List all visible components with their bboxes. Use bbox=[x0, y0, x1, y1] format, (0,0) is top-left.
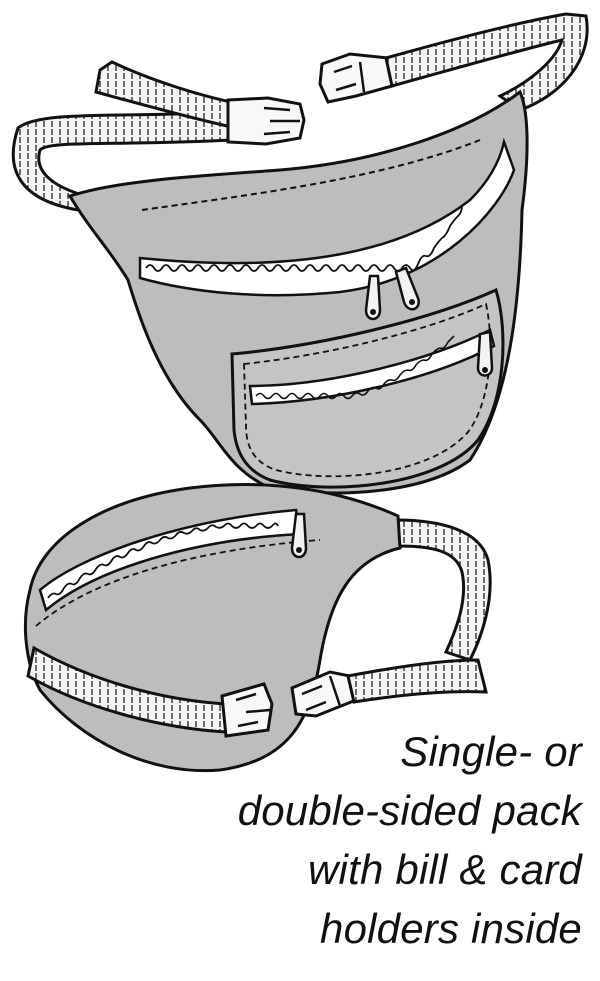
caption-line: holders inside bbox=[320, 905, 582, 952]
product-caption: Single- or double-sided pack with bill &… bbox=[22, 722, 582, 958]
top-pack bbox=[11, 12, 589, 495]
top-right-strap bbox=[384, 12, 589, 112]
bottom-right-strap bbox=[394, 518, 492, 662]
bottom-zipper-seam bbox=[35, 539, 321, 627]
bottom-left-buckle bbox=[220, 682, 274, 738]
top-right-buckle bbox=[318, 52, 394, 104]
top-main-zipper-pulls bbox=[364, 266, 420, 321]
top-left-buckle bbox=[226, 96, 306, 146]
top-pocket-zipper bbox=[248, 328, 496, 406]
bottom-pack bbox=[23, 483, 492, 773]
top-front-pocket-seam bbox=[243, 302, 492, 478]
caption-line: with bill & card bbox=[308, 846, 582, 893]
top-main-zipper-teeth bbox=[145, 205, 463, 272]
bottom-zipper-pull bbox=[290, 512, 308, 559]
bottom-main-zipper-teeth bbox=[47, 522, 279, 599]
caption-line: Single- or bbox=[400, 728, 582, 775]
caption-line: double-sided pack bbox=[237, 787, 582, 834]
top-pack-panel-seam bbox=[141, 139, 481, 211]
bottom-right-strap-end bbox=[346, 658, 488, 704]
top-main-zipper bbox=[138, 137, 516, 297]
top-pocket-zipper-teeth bbox=[255, 335, 455, 400]
top-pocket-zipper-pull bbox=[476, 330, 494, 377]
